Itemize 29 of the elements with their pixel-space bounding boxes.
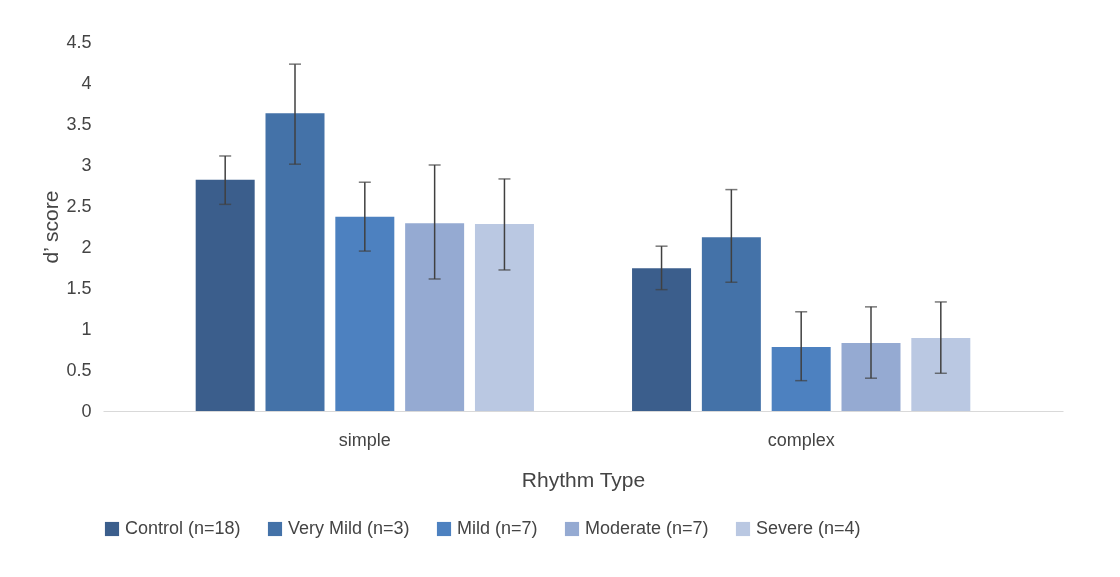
x-axis-title: Rhythm Type	[521, 467, 646, 491]
y-tick-label: 4.5	[66, 31, 92, 52]
x-tick-label: simple	[338, 429, 391, 450]
bar	[405, 223, 465, 411]
bar	[335, 216, 395, 411]
legend-label: Mild (n=7)	[457, 518, 538, 538]
bar	[841, 342, 901, 411]
bar	[771, 347, 831, 411]
y-tick-label: 3	[81, 154, 92, 175]
y-tick-label: 1	[81, 318, 92, 339]
bar	[265, 113, 325, 411]
bar	[632, 268, 692, 411]
bar	[195, 179, 255, 411]
bar	[911, 338, 971, 411]
y-tick-label: 2	[81, 236, 92, 257]
y-tick-label: 3.5	[66, 113, 92, 134]
bar	[701, 237, 761, 411]
y-axis-title: d’ score	[39, 190, 63, 264]
bar	[474, 224, 534, 411]
legend-label: Control (n=18)	[125, 518, 241, 538]
legend-label: Severe (n=4)	[756, 518, 861, 538]
legend-label: Very Mild (n=3)	[288, 518, 410, 538]
x-tick-label: complex	[767, 429, 835, 450]
y-tick-label: 4	[81, 72, 92, 93]
y-tick-label: 0.5	[66, 359, 92, 380]
y-tick-label: 0	[81, 400, 92, 421]
legend-label: Moderate (n=7)	[585, 518, 709, 538]
y-tick-label: 1.5	[66, 277, 92, 298]
y-tick-label: 2.5	[66, 195, 92, 216]
